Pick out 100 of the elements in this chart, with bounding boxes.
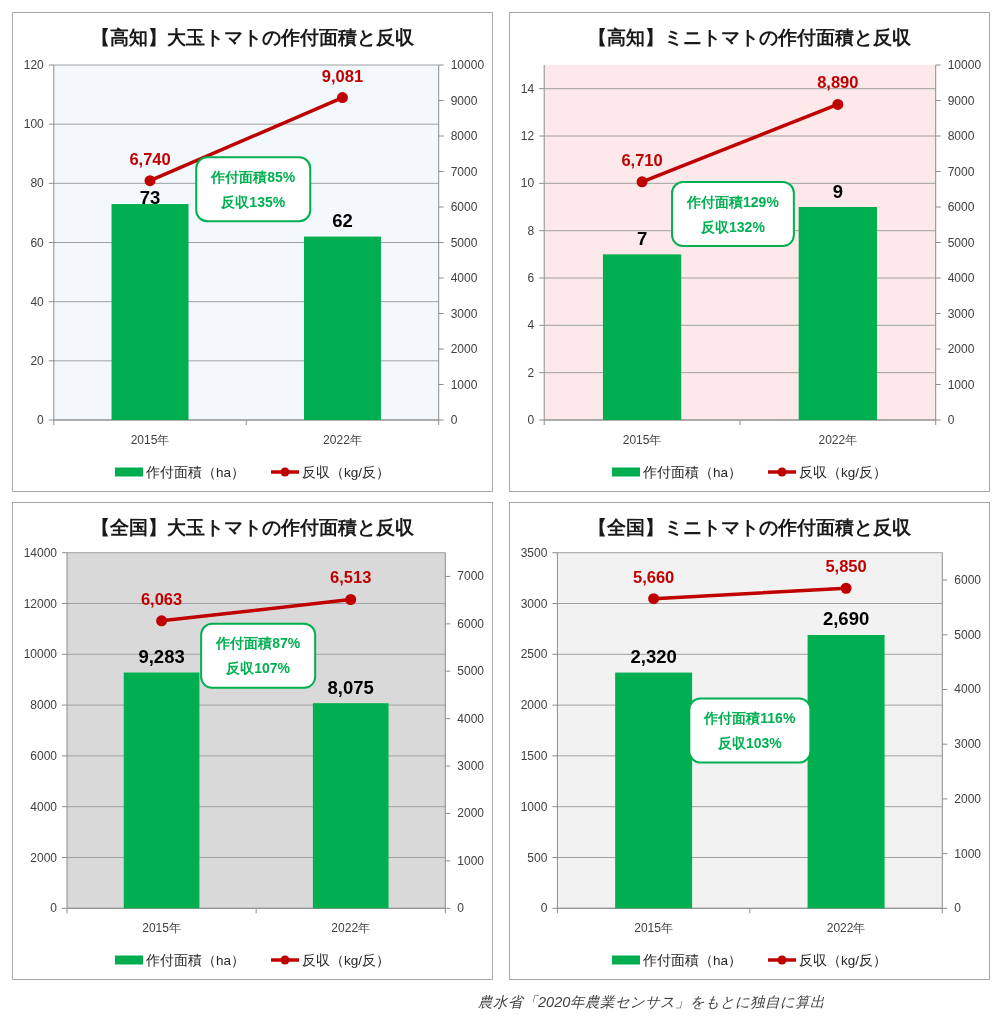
y2-tick-label: 5000 (457, 664, 485, 679)
y-tick-label: 4000 (30, 799, 58, 814)
annotation: 反収107% (225, 660, 291, 677)
y-tick-label: 12 (520, 129, 535, 143)
y-tick-label: 120 (23, 58, 45, 72)
y2-tick-label: 8000 (450, 129, 478, 143)
y-tick-label: 0 (50, 901, 58, 916)
y-tick-label: 14 (520, 81, 535, 96)
legend-label: 反収（kg/反） (302, 952, 391, 968)
y-tick-label: 10000 (23, 647, 58, 662)
y2-tick-label: 6000 (947, 200, 975, 214)
x-tick-label: 2022年 (331, 921, 371, 936)
data-label: 6,063 (140, 589, 183, 608)
x-tick-label: 2015年 (142, 921, 181, 936)
text: 農水省「2020年農業センサス」をもとに独自に算出 (478, 994, 826, 1010)
y-tick-label: 3000 (520, 596, 548, 611)
y2-tick-label: 2000 (947, 342, 975, 356)
legend-label: 作付面積（ha） (144, 464, 246, 480)
y-tick-label: 4 (527, 318, 535, 333)
y2-tick-label: 4000 (450, 271, 478, 285)
data-label: 62 (332, 210, 353, 232)
y2-tick-label: 1000 (954, 846, 982, 861)
annotation: 作付面積87% (215, 635, 301, 652)
data-label: 9 (832, 180, 843, 202)
y2-tick-label: 2000 (457, 806, 485, 821)
y-tick-label: 10 (520, 176, 535, 191)
data-label: 5,850 (825, 557, 867, 576)
legend-label: 作付面積（ha） (144, 952, 246, 968)
y-tick-label: 20 (30, 353, 45, 368)
y2-tick-label: 4000 (954, 682, 982, 697)
y-tick-label: 80 (30, 176, 45, 191)
y-tick-label: 3500 (520, 545, 548, 560)
y-tick-label: 8 (527, 223, 535, 238)
chart-title: 【高知】大玉トマトの作付面積と反収 (91, 26, 415, 48)
chart-title: 【全国】ミニトマトの作付面積と反収 (588, 516, 912, 538)
y-tick-label: 1000 (520, 799, 548, 814)
y-tick-label: 6 (527, 271, 535, 285)
y2-tick-label: 2000 (450, 342, 478, 356)
legend-label: 反収（kg/反） (799, 952, 888, 968)
y2-tick-label: 6000 (450, 200, 478, 214)
y2-tick-label: 7000 (450, 164, 478, 179)
y2-tick-label: 3000 (947, 306, 975, 321)
x-tick-label: 2015年 (130, 433, 170, 447)
x-tick-label: 2022年 (818, 433, 858, 447)
y2-tick-label: 0 (947, 413, 955, 427)
annotation: 反収135% (220, 193, 286, 210)
annotation: 作付面積116% (703, 710, 796, 726)
annotation: 作付面積85% (210, 168, 296, 185)
y2-tick-label: 4000 (947, 271, 975, 285)
y2-tick-label: 1000 (450, 377, 478, 392)
data-label: 7 (636, 227, 648, 249)
y-tick-label: 500 (527, 850, 548, 865)
y2-tick-label: 9000 (450, 93, 478, 108)
y2-tick-label: 5000 (947, 235, 975, 250)
annotation: 反収103% (716, 735, 783, 751)
legend-label: 反収（kg/反） (799, 464, 888, 480)
data-label: 5,660 (632, 567, 675, 586)
y2-tick-label: 5000 (954, 627, 982, 642)
y2-tick-label: 0 (457, 901, 465, 916)
data-label: 6,513 (330, 568, 372, 587)
data-label: 9,081 (321, 66, 364, 85)
y2-tick-label: 9000 (947, 93, 975, 108)
y2-tick-label: 0 (954, 901, 962, 916)
annotation: 反収132% (700, 218, 766, 235)
legend-label: 反収（kg/反） (302, 464, 391, 480)
y2-tick-label: 10000 (947, 58, 982, 72)
y2-tick-label: 10000 (450, 58, 485, 72)
y-tick-label: 14000 (23, 545, 58, 560)
y-tick-label: 2000 (30, 850, 58, 865)
data-label: 73 (139, 187, 161, 209)
chart-title: 【全国】大玉トマトの作付面積と反収 (91, 516, 415, 538)
y2-tick-label: 2000 (954, 791, 982, 806)
legend-label: 作付面積（ha） (641, 464, 743, 480)
data-label: 2,690 (822, 608, 870, 630)
y2-tick-label: 7000 (947, 164, 975, 179)
y-tick-label: 2000 (520, 698, 548, 713)
x-tick-label: 2015年 (622, 433, 662, 447)
legend-label: 作付面積（ha） (641, 952, 743, 968)
data-label: 9,283 (138, 646, 185, 668)
y-tick-label: 2500 (520, 647, 548, 662)
y-tick-label: 0 (37, 413, 45, 427)
y-tick-label: 60 (30, 235, 45, 250)
y2-tick-label: 6000 (457, 616, 485, 631)
y2-tick-label: 4000 (457, 711, 485, 726)
chart-title: 【高知】ミニトマトの作付面積と反収 (588, 26, 912, 48)
y2-tick-label: 0 (450, 413, 458, 427)
data-label: 2,320 (630, 646, 677, 668)
y2-tick-label: 1000 (947, 377, 975, 392)
y-tick-label: 12000 (23, 596, 58, 611)
y2-tick-label: 3000 (457, 759, 485, 774)
y-tick-label: 8000 (30, 698, 58, 713)
x-tick-label: 2022年 (323, 433, 362, 447)
y2-tick-label: 3000 (954, 737, 982, 752)
x-tick-label: 2022年 (826, 921, 866, 936)
y-tick-label: 0 (540, 901, 548, 916)
y-tick-label: 40 (30, 294, 45, 309)
y-tick-label: 1500 (520, 748, 548, 763)
annotation: 作付面積129% (686, 193, 780, 210)
y2-tick-label: 7000 (457, 569, 485, 584)
y2-tick-label: 6000 (954, 573, 982, 588)
